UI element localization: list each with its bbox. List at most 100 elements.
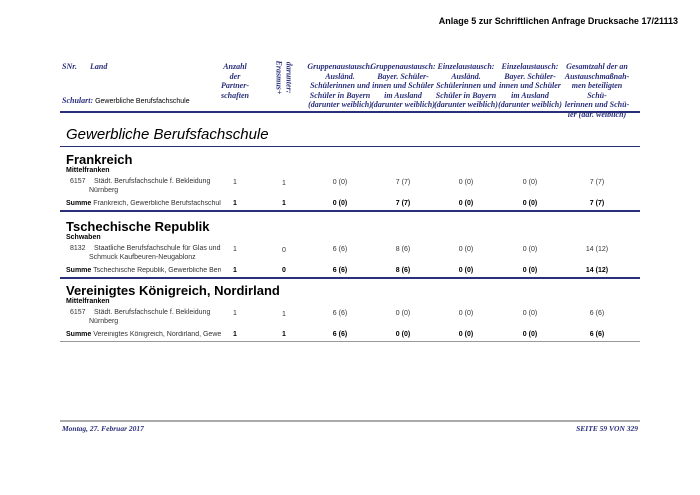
col-header-line: ler (dar. weiblich)	[567, 109, 627, 119]
sum-value: 8 (6)	[395, 267, 411, 274]
col-header-line: lerinnen und Schü-	[564, 100, 630, 109]
col-header-line: Gesamtzahl der an	[566, 62, 628, 71]
col-header-line: men beteiligten Schü-	[571, 81, 623, 100]
col-land: Land	[90, 62, 108, 71]
school-value: 14 (12)	[585, 246, 609, 253]
sum-value: 0 (0)	[458, 267, 474, 274]
sum-row-label: Summe Tschechische Republik, Gewerbliche…	[66, 267, 221, 274]
col-snr: SNr.	[62, 62, 77, 71]
school-value: 1	[282, 180, 286, 187]
header-divider	[60, 111, 640, 113]
sum-row-label: Summe Vereinigtes Königreich, Nordirland…	[66, 331, 221, 338]
school-value: 0 (0)	[458, 310, 474, 317]
sum-text: Vereinigtes Königreich, Nordirland, Gewe…	[93, 331, 221, 338]
sum-value: 7 (7)	[589, 200, 605, 207]
school-line-1: Städt. Berufsfachschule f. Bekleidung	[94, 309, 211, 316]
school-line-1: Staatliche Berufsfachschule für Glas und	[94, 245, 221, 252]
school-value: 0 (0)	[395, 310, 411, 317]
school-number: 8132	[70, 245, 86, 252]
region-label: Schwaben	[66, 234, 101, 241]
sum-value: 0 (0)	[332, 200, 348, 207]
col-header-line: Bayer. Schüler-	[377, 71, 429, 81]
school-value: 1	[233, 179, 237, 186]
school-number: 6157	[70, 178, 86, 185]
col-header-line: Austauschmaßnah-	[564, 71, 630, 81]
school-line-2: Nürnberg	[89, 318, 119, 325]
col-header-line: (darunter weiblich)	[498, 100, 562, 109]
school-line-2: Nürnberg	[89, 187, 119, 194]
sum-value: 1	[282, 331, 286, 338]
col-header-line: schaften	[221, 90, 249, 100]
sum-value: 0 (0)	[395, 331, 411, 338]
sum-value: 14 (12)	[585, 267, 609, 274]
school-line-2: Schmuck Kaufbeuren-Neugablonz	[89, 254, 196, 261]
section-divider	[60, 146, 640, 147]
school-value: 0 (0)	[522, 179, 538, 186]
col-header-line: Ausländ.	[325, 71, 355, 81]
country-heading: Vereinigtes Königreich, Nordirland	[66, 283, 280, 298]
schulart: Schulart: Gewerbliche Berufsfachschule	[62, 96, 190, 106]
col-header-line: Gruppenaustausch:	[370, 62, 436, 71]
sum-value: 0 (0)	[522, 200, 538, 207]
col-header-line: darunter:	[284, 61, 294, 94]
sum-value: 6 (6)	[332, 331, 348, 338]
sum-value: 1	[233, 267, 237, 274]
school-value: 0 (0)	[522, 246, 538, 253]
col-header-line: Partner-	[221, 81, 249, 90]
sum-keyword: Summe	[66, 200, 92, 207]
school-value: 6 (6)	[332, 246, 348, 253]
sum-value: 0 (0)	[458, 200, 474, 207]
col-partnerschaften: Anzahl der Partner-schaften	[215, 62, 255, 100]
col-c7: Gesamtzahl der an Austauschmaßnah-men bet…	[563, 62, 631, 119]
sum-text: Frankreich, Gewerbliche Berufsfachschule	[93, 200, 221, 207]
col-header-line: Einzelaustausch:	[501, 62, 559, 71]
col-header-line: der	[229, 71, 241, 81]
school-value: 0 (0)	[458, 246, 474, 253]
footer-divider	[60, 420, 640, 422]
row-divider	[60, 341, 640, 342]
col-header-line: Schülerinnen und	[436, 81, 496, 90]
col-header-line: (darunter weiblich)	[308, 100, 372, 109]
footer-page: SEITE 59 VON 329	[576, 424, 638, 433]
sum-value: 1	[282, 200, 286, 207]
school-value: 0 (0)	[458, 179, 474, 186]
country-heading: Frankreich	[66, 152, 133, 167]
school-value: 8 (6)	[395, 246, 411, 253]
school-value: 7 (7)	[589, 179, 605, 186]
school-value: 7 (7)	[395, 179, 411, 186]
school-value: 1	[233, 310, 237, 317]
school-value: 0 (0)	[522, 310, 538, 317]
col-header-line: Einzelaustausch:	[437, 62, 495, 71]
country-heading: Tschechische Republik	[66, 219, 210, 234]
sum-value: 1	[233, 331, 237, 338]
school-value: 1	[282, 311, 286, 318]
sum-value: 0	[282, 267, 286, 274]
sum-value: 1	[233, 200, 237, 207]
school-name: 6157 Städt. Berufsfachschule f. Bekleidun…	[70, 177, 240, 195]
school-value: 6 (6)	[589, 310, 605, 317]
sum-row-label: Summe Frankreich, Gewerbliche Berufsfach…	[66, 200, 221, 207]
schulart-value: Gewerbliche Berufsfachschule	[95, 98, 190, 105]
col-header-line: Schüler in Bayern	[309, 90, 371, 100]
school-line-1: Städt. Berufsfachschule f. Bekleidung	[94, 178, 211, 185]
col-header-line: Ausländ.	[451, 71, 481, 81]
row-divider	[60, 210, 640, 212]
col-header-line: im Ausland	[384, 90, 422, 100]
region-label: Mittelfranken	[66, 298, 110, 305]
col-c6: Einzelaustausch: Bayer. Schüler-innen und…	[496, 62, 564, 110]
sum-value: 6 (6)	[589, 331, 605, 338]
footer-date: Montag, 27. Februar 2017	[62, 424, 144, 433]
col-header-line: im Ausland	[511, 90, 549, 100]
school-value: 6 (6)	[332, 310, 348, 317]
document-header-title: Anlage 5 zur Schriftlichen Anfrage Druck…	[438, 16, 678, 26]
sum-text: Tschechische Republik, Gewerbliche Beruf…	[93, 267, 221, 274]
school-value: 1	[233, 246, 237, 253]
school-value: 0	[282, 247, 286, 254]
school-name: 6157 Städt. Berufsfachschule f. Bekleidun…	[70, 308, 240, 326]
school-name: 8132 Staatliche Berufsfachschule für Glas…	[70, 244, 240, 262]
col-header-line: innen und Schüler	[372, 81, 434, 90]
sum-value: 0 (0)	[522, 331, 538, 338]
col-header-line: Erasmus+	[275, 60, 284, 95]
col-header-line: Anzahl	[223, 62, 247, 71]
col-erasmus: darunter: Erasmus+	[275, 60, 294, 96]
